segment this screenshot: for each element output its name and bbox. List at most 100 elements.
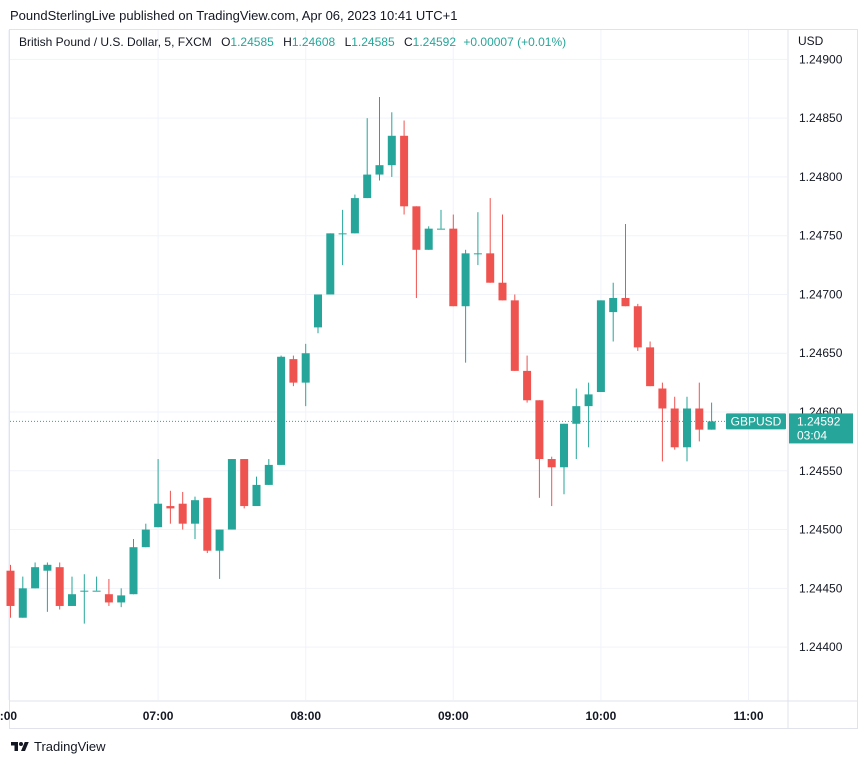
chart-frame (9, 29, 858, 729)
legend-open-value: 1.24585 (230, 35, 274, 49)
candle-up (596, 300, 605, 393)
candle-body (658, 388, 667, 409)
candle-up (264, 459, 273, 485)
candle-up (92, 576, 101, 592)
candle-body (191, 500, 199, 524)
legend-close-value: 1.24592 (412, 35, 457, 49)
time-axis-ticks: :00 07:00 08:00 09:00 10:00 11:00 (0, 709, 764, 723)
candle-up (154, 459, 163, 528)
legend-open-label: O (221, 35, 231, 49)
time-tick-label: 09:00 (438, 709, 469, 723)
candles (6, 97, 716, 624)
legend-high-label: H (283, 35, 292, 49)
price-tick-label: 1.24750 (799, 229, 843, 243)
candle-body (350, 198, 359, 234)
candle-body (227, 459, 236, 530)
candle-body (387, 135, 396, 166)
candle-body (609, 298, 618, 313)
legend-close-label: C (403, 35, 413, 49)
candle-body (92, 590, 101, 592)
price-tick-label: 1.24400 (799, 640, 843, 654)
candle-body (215, 529, 224, 551)
tradingview-logo-icon (11, 741, 29, 751)
candle-body (646, 347, 655, 387)
footer[interactable]: TradingView (10, 739, 106, 754)
time-tick-label: 08:00 (290, 709, 321, 723)
candle-down (658, 382, 667, 462)
publisher-line: PoundSterlingLive published on TradingVi… (10, 8, 458, 23)
chart-legend: British Pound / U.S. Dollar, 5, FXCM O1.… (19, 35, 566, 49)
time-tick-label: 07:00 (143, 709, 174, 723)
legend-low-value: 1.24585 (351, 35, 395, 49)
candle-body (596, 300, 605, 393)
candle-down (104, 578, 113, 606)
candle-down (510, 294, 519, 371)
candle-down (498, 214, 507, 301)
candle-up (117, 588, 126, 608)
symbol-badge (726, 413, 786, 430)
candle-down (646, 341, 655, 387)
candle-body (621, 298, 630, 307)
candle-body (670, 408, 679, 448)
candle-up (252, 476, 261, 507)
candle-body (314, 294, 322, 328)
candle-up (572, 388, 581, 460)
candle-body (141, 529, 150, 548)
candle-down (695, 382, 704, 442)
price-tick-label: 1.24500 (799, 523, 843, 537)
price-tick-label: 1.24700 (799, 287, 843, 301)
candle-body (523, 370, 532, 401)
bar-countdown: 03:04 (797, 428, 827, 442)
candle-up (314, 294, 322, 334)
candle-up (683, 396, 691, 462)
candle-up (350, 194, 359, 234)
candle-body (584, 394, 593, 407)
candle-up (560, 423, 568, 495)
candle-up (424, 226, 433, 250)
candle-body (277, 356, 286, 465)
candle-down (633, 303, 642, 351)
candle-up (437, 209, 445, 230)
candle-body (707, 421, 716, 430)
candle-up (191, 496, 199, 539)
candle-up (584, 382, 593, 448)
candle-body (412, 206, 421, 250)
candle-body (154, 503, 163, 528)
candle-body (400, 135, 409, 207)
candle-body (695, 408, 704, 430)
time-tick-label: 11:00 (733, 709, 763, 723)
candle-down (621, 223, 630, 307)
price-tick-label: 1.24800 (799, 170, 843, 184)
candle-up (277, 355, 286, 465)
currency-label: USD (798, 34, 824, 48)
time-tick-label: 10:00 (586, 709, 617, 723)
price-tick-label: 1.24550 (799, 464, 843, 478)
tradingview-brand: TradingView (34, 739, 106, 754)
candle-up (473, 212, 482, 266)
price-tick-label: 1.24450 (799, 581, 843, 595)
price-tick-label: 1.24900 (799, 52, 843, 66)
candle-up (141, 523, 150, 548)
candle-body (129, 547, 138, 595)
legend-high-value: 1.24608 (291, 35, 336, 49)
candle-body (264, 464, 273, 485)
candle-body (486, 253, 495, 283)
candle-down (670, 396, 679, 450)
candle-down (547, 456, 556, 507)
candle-body (461, 253, 470, 307)
candle-down (6, 564, 15, 618)
candle-body (424, 228, 433, 250)
candle-up (609, 282, 618, 342)
candle-body (301, 353, 310, 383)
candle-body (363, 174, 372, 199)
candle-body (498, 282, 507, 301)
candle-body (80, 590, 89, 592)
candle-up (129, 538, 138, 595)
candle-up (363, 118, 372, 199)
candle-body (117, 595, 126, 603)
candle-down (449, 214, 458, 307)
candle-down (535, 400, 544, 498)
candle-down (412, 206, 421, 298)
candle-body (252, 484, 261, 507)
